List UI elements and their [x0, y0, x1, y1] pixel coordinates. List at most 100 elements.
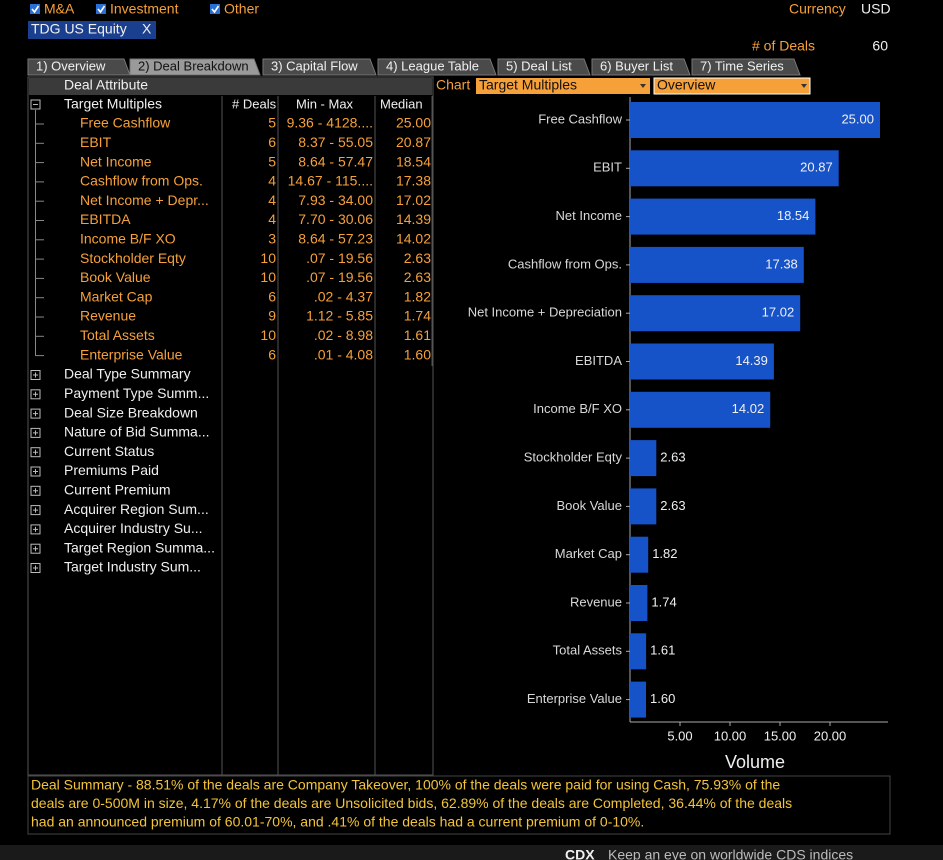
x-tick-label: 5.00	[667, 728, 692, 743]
tab[interactable]	[377, 58, 497, 76]
expand-icon[interactable]	[30, 485, 41, 496]
tab-label[interactable]: 4) League Table	[386, 58, 479, 73]
tab-label[interactable]: 5) Deal List	[506, 58, 572, 73]
expand-icon[interactable]	[30, 389, 41, 400]
row-label[interactable]: Net Income	[80, 153, 152, 169]
row-label[interactable]: Net Income + Depr...	[80, 192, 209, 208]
value-label: 14.39	[735, 353, 768, 368]
row-median: 20.87	[396, 134, 431, 150]
bar	[630, 681, 646, 718]
row-median: 1.61	[404, 327, 431, 343]
bar	[630, 440, 657, 477]
expand-icon[interactable]	[30, 543, 41, 554]
row-label[interactable]: Enterprise Value	[80, 346, 183, 362]
group-label[interactable]: Target Region Summa...	[64, 539, 215, 555]
row-range: .07 - 19.56	[306, 250, 373, 266]
expand-icon[interactable]	[30, 524, 41, 535]
dropdown[interactable]	[653, 77, 811, 95]
category-label: Revenue	[570, 594, 622, 609]
group-label: Target Multiples	[64, 96, 162, 112]
tab[interactable]	[129, 58, 261, 76]
expand-icon[interactable]	[30, 427, 41, 438]
tab-label[interactable]: 7) Time Series	[700, 58, 784, 73]
collapse-icon[interactable]	[30, 99, 41, 110]
tab[interactable]	[691, 58, 801, 76]
x-tick-label: 10.00	[714, 728, 747, 743]
value-label: 25.00	[841, 111, 874, 126]
row-label[interactable]: Revenue	[80, 308, 136, 324]
row-label[interactable]: Market Cap	[80, 288, 153, 304]
filter-label[interactable]: Other	[224, 1, 259, 17]
tab-label[interactable]: 2) Deal Breakdown	[138, 58, 249, 73]
checkbox[interactable]	[210, 4, 220, 14]
expand-icon[interactable]	[30, 505, 41, 516]
tab-label[interactable]: 1) Overview	[36, 58, 106, 73]
expand-icon[interactable]	[30, 447, 41, 458]
security-close[interactable]: X	[142, 21, 152, 37]
filter-label[interactable]: Investment	[110, 1, 179, 17]
tab[interactable]	[27, 58, 131, 76]
tab-label[interactable]: 3) Capital Flow	[271, 58, 358, 73]
expand-icon[interactable]	[30, 466, 41, 477]
group-label[interactable]: Target Industry Sum...	[64, 559, 201, 575]
row-label[interactable]: Book Value	[80, 269, 151, 285]
value-label: 1.74	[651, 594, 676, 609]
group-label[interactable]: Acquirer Region Sum...	[64, 501, 209, 517]
group-label[interactable]: Current Premium	[64, 482, 171, 498]
checkbox[interactable]	[30, 4, 40, 14]
tab[interactable]	[497, 58, 591, 76]
bar	[630, 391, 771, 428]
group-label[interactable]: Current Status	[64, 443, 154, 459]
row-count: 4	[268, 173, 276, 189]
bar	[630, 633, 647, 670]
group-label[interactable]: Payment Type Summ...	[64, 385, 209, 401]
bar	[630, 150, 839, 187]
expand-icon[interactable]	[30, 408, 41, 419]
security-box[interactable]	[28, 21, 156, 39]
expand-plus	[33, 411, 38, 417]
filter-label[interactable]: M&A	[44, 1, 75, 17]
row-range: .07 - 19.56	[306, 269, 373, 285]
row-range: .02 - 8.98	[314, 327, 373, 343]
row-label[interactable]: Stockholder Eqty	[80, 250, 186, 266]
news-ticker: CDX	[565, 847, 595, 860]
category-label: Market Cap	[555, 546, 622, 561]
row-label[interactable]: EBITDA	[80, 211, 131, 227]
row-median: 14.39	[396, 211, 431, 227]
row-range: 8.37 - 55.05	[298, 134, 373, 150]
row-label[interactable]: Free Cashflow	[80, 115, 171, 131]
group-label[interactable]: Nature of Bid Summa...	[64, 424, 210, 440]
value-label: 18.54	[777, 208, 810, 223]
row-count: 10	[260, 250, 276, 266]
x-tick-label: 20.00	[814, 728, 847, 743]
row-label[interactable]: EBIT	[80, 134, 112, 150]
expand-icon[interactable]	[30, 563, 41, 573]
row-range: 1.12 - 5.85	[306, 308, 373, 324]
x-tick-label: 15.00	[764, 728, 797, 743]
row-median: 17.38	[396, 173, 431, 189]
tab[interactable]	[262, 58, 377, 76]
group-label[interactable]: Deal Type Summary	[64, 366, 191, 382]
expand-icon[interactable]	[30, 370, 41, 380]
row-label[interactable]: Total Assets	[80, 327, 155, 343]
checkbox[interactable]	[96, 4, 106, 14]
group-label[interactable]: Deal Size Breakdown	[64, 404, 198, 420]
row-label[interactable]: Income B/F XO	[80, 231, 176, 247]
row-median: 1.74	[404, 308, 431, 324]
group-label[interactable]: Premiums Paid	[64, 462, 159, 478]
dropdown[interactable]	[476, 78, 650, 94]
value-label: 17.38	[765, 256, 798, 271]
group-label[interactable]: Acquirer Industry Su...	[64, 520, 203, 536]
tab[interactable]	[591, 58, 691, 76]
row-label[interactable]: Cashflow from Ops.	[80, 173, 203, 189]
value-label: 2.63	[660, 450, 685, 465]
row-median: 2.63	[404, 250, 431, 266]
tab-label[interactable]: 6) Buyer List	[600, 58, 673, 73]
expand-plus	[33, 546, 38, 552]
value-label: 20.87	[800, 160, 833, 175]
checkmark	[31, 5, 40, 14]
column-header: Median	[380, 96, 423, 111]
value-label: 1.61	[650, 643, 675, 658]
dropdown-value: Overview	[657, 77, 716, 93]
